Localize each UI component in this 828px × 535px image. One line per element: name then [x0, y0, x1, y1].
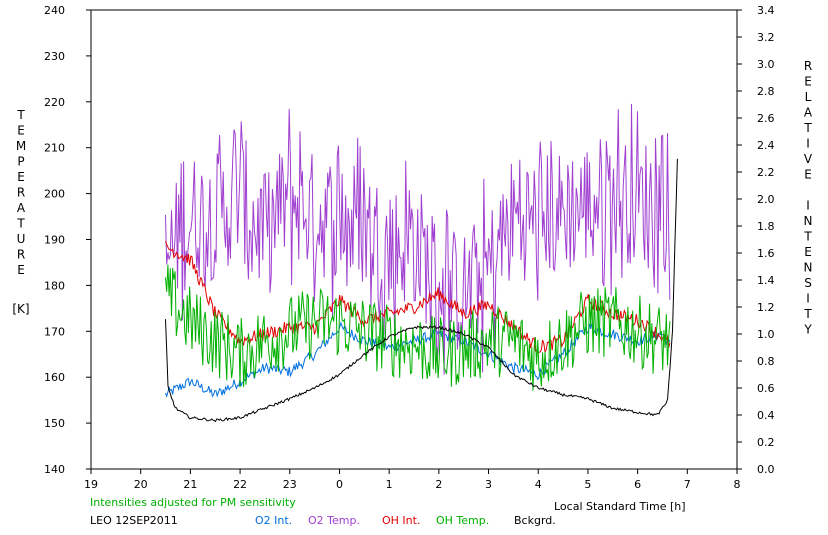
series-line-bckgrd-: [165, 158, 678, 423]
x-tick-label-2: 2: [435, 478, 442, 491]
y-right-label-letter: E: [804, 75, 812, 89]
series-line-o2-temp-: [165, 103, 671, 375]
station-label: LEO 12SEP2011: [90, 514, 178, 527]
chart-note: Intensities adjusted for PM sensitivity: [90, 496, 296, 509]
y-right-tick-label-2.6: 2.6: [757, 112, 775, 125]
y-left-tick-label-220: 220: [44, 96, 65, 109]
y-right-tick-label-1.8: 1.8: [757, 220, 775, 233]
x-tick-label-22: 22: [233, 478, 247, 491]
y-left-label-letter: T: [16, 217, 25, 231]
y-right-label-letter: R: [804, 59, 812, 73]
x-tick-label-1: 1: [386, 478, 393, 491]
y-right-label-letter: Y: [803, 323, 812, 337]
y-right-label-letter: T: [803, 121, 812, 135]
y-left-label-letter: R: [17, 248, 25, 262]
y-right-tick-label-3.2: 3.2: [757, 31, 775, 44]
y-right-tick-label-0.2: 0.2: [757, 436, 775, 449]
x-tick-label-0: 0: [336, 478, 343, 491]
legend-o2-int: O2 Int.: [255, 514, 293, 527]
y-right-label-letter: S: [804, 276, 812, 290]
x-tick-label-20: 20: [134, 478, 148, 491]
y-right-tick-label-0.4: 0.4: [757, 409, 775, 422]
y-right-label-letter: I: [806, 137, 810, 151]
y-right-label-letter: A: [804, 106, 813, 120]
y-right-tick-label-3.0: 3.0: [757, 58, 775, 71]
y-right-tick-label-0.6: 0.6: [757, 382, 775, 395]
y-left-label-letter: E: [17, 170, 25, 184]
y-right-label-letter: I: [806, 292, 810, 306]
y-left-tick-label-240: 240: [44, 4, 65, 17]
y-right-tick-label-2.2: 2.2: [757, 166, 775, 179]
y-left-tick-label-170: 170: [44, 325, 65, 338]
y-left-tick-label-160: 160: [44, 371, 65, 384]
x-tick-label-5: 5: [584, 478, 591, 491]
y-right-tick-label-1.2: 1.2: [757, 301, 775, 314]
legend-oh-int: OH Int.: [382, 514, 421, 527]
y-left-label-letter: A: [17, 201, 26, 215]
y-right-label-letter: I: [806, 199, 810, 213]
y-right-label-letter: E: [804, 245, 812, 259]
y-left-label-letter: T: [16, 108, 25, 122]
y-left-label-letter: M: [16, 139, 26, 153]
y-left-tick-label-190: 190: [44, 234, 65, 247]
y-right-label-letter: E: [804, 168, 812, 182]
legend-bckgrd: Bckgrd.: [514, 514, 556, 527]
plot-frame: [90, 9, 738, 470]
y-right-label-letter: N: [804, 261, 813, 275]
y-left-label-letter: U: [17, 232, 26, 246]
x-tick-label-23: 23: [283, 478, 297, 491]
x-tick-label-21: 21: [183, 478, 197, 491]
y-left-label-letter: R: [17, 186, 25, 200]
y-left-tick-label-150: 150: [44, 417, 65, 430]
x-axis-label: Local Standard Time [h]: [554, 500, 686, 513]
series-line-oh-temp-: [165, 264, 671, 391]
y-left-tick-label-230: 230: [44, 50, 65, 63]
y-right-label-letter: N: [804, 214, 813, 228]
y-right-tick-label-2.4: 2.4: [757, 139, 775, 152]
y-right-tick-label-0.8: 0.8: [757, 355, 775, 368]
x-tick-label-8: 8: [734, 478, 741, 491]
x-tick-label-19: 19: [84, 478, 98, 491]
y-right-tick-label-1.4: 1.4: [757, 274, 775, 287]
y-right-label-letter: V: [804, 152, 813, 166]
y-left-tick-label-140: 140: [44, 463, 65, 476]
y-left-tick-label-180: 180: [44, 279, 65, 292]
series-line-o2-int-: [165, 321, 671, 398]
y-right-tick-label-0.0: 0.0: [757, 463, 775, 476]
y-right-tick-label-2.0: 2.0: [757, 193, 775, 206]
y-left-label-letter: E: [17, 124, 25, 138]
y-left-tick-label-200: 200: [44, 188, 65, 201]
x-tick-label-3: 3: [485, 478, 492, 491]
y-left-tick-label-210: 210: [44, 142, 65, 155]
x-tick-label-7: 7: [684, 478, 691, 491]
y-right-tick-label-1.6: 1.6: [757, 247, 775, 260]
x-tick-label-6: 6: [634, 478, 641, 491]
legend-oh-temp: OH Temp.: [436, 514, 490, 527]
y-right-label-letter: L: [805, 90, 812, 104]
legend-o2-temp: O2 Temp.: [308, 514, 360, 527]
x-tick-label-4: 4: [535, 478, 542, 491]
y-right-tick-label-3.4: 3.4: [757, 4, 775, 17]
y-right-label-letter: T: [803, 230, 812, 244]
y-right-tick-label-2.8: 2.8: [757, 85, 775, 98]
y-right-label-letter: T: [803, 307, 812, 321]
y-right-tick-label-1.0: 1.0: [757, 328, 775, 341]
y-left-label-letter: E: [17, 263, 25, 277]
y-left-label-letter: P: [17, 155, 24, 169]
y-left-unit: [K]: [12, 302, 29, 316]
